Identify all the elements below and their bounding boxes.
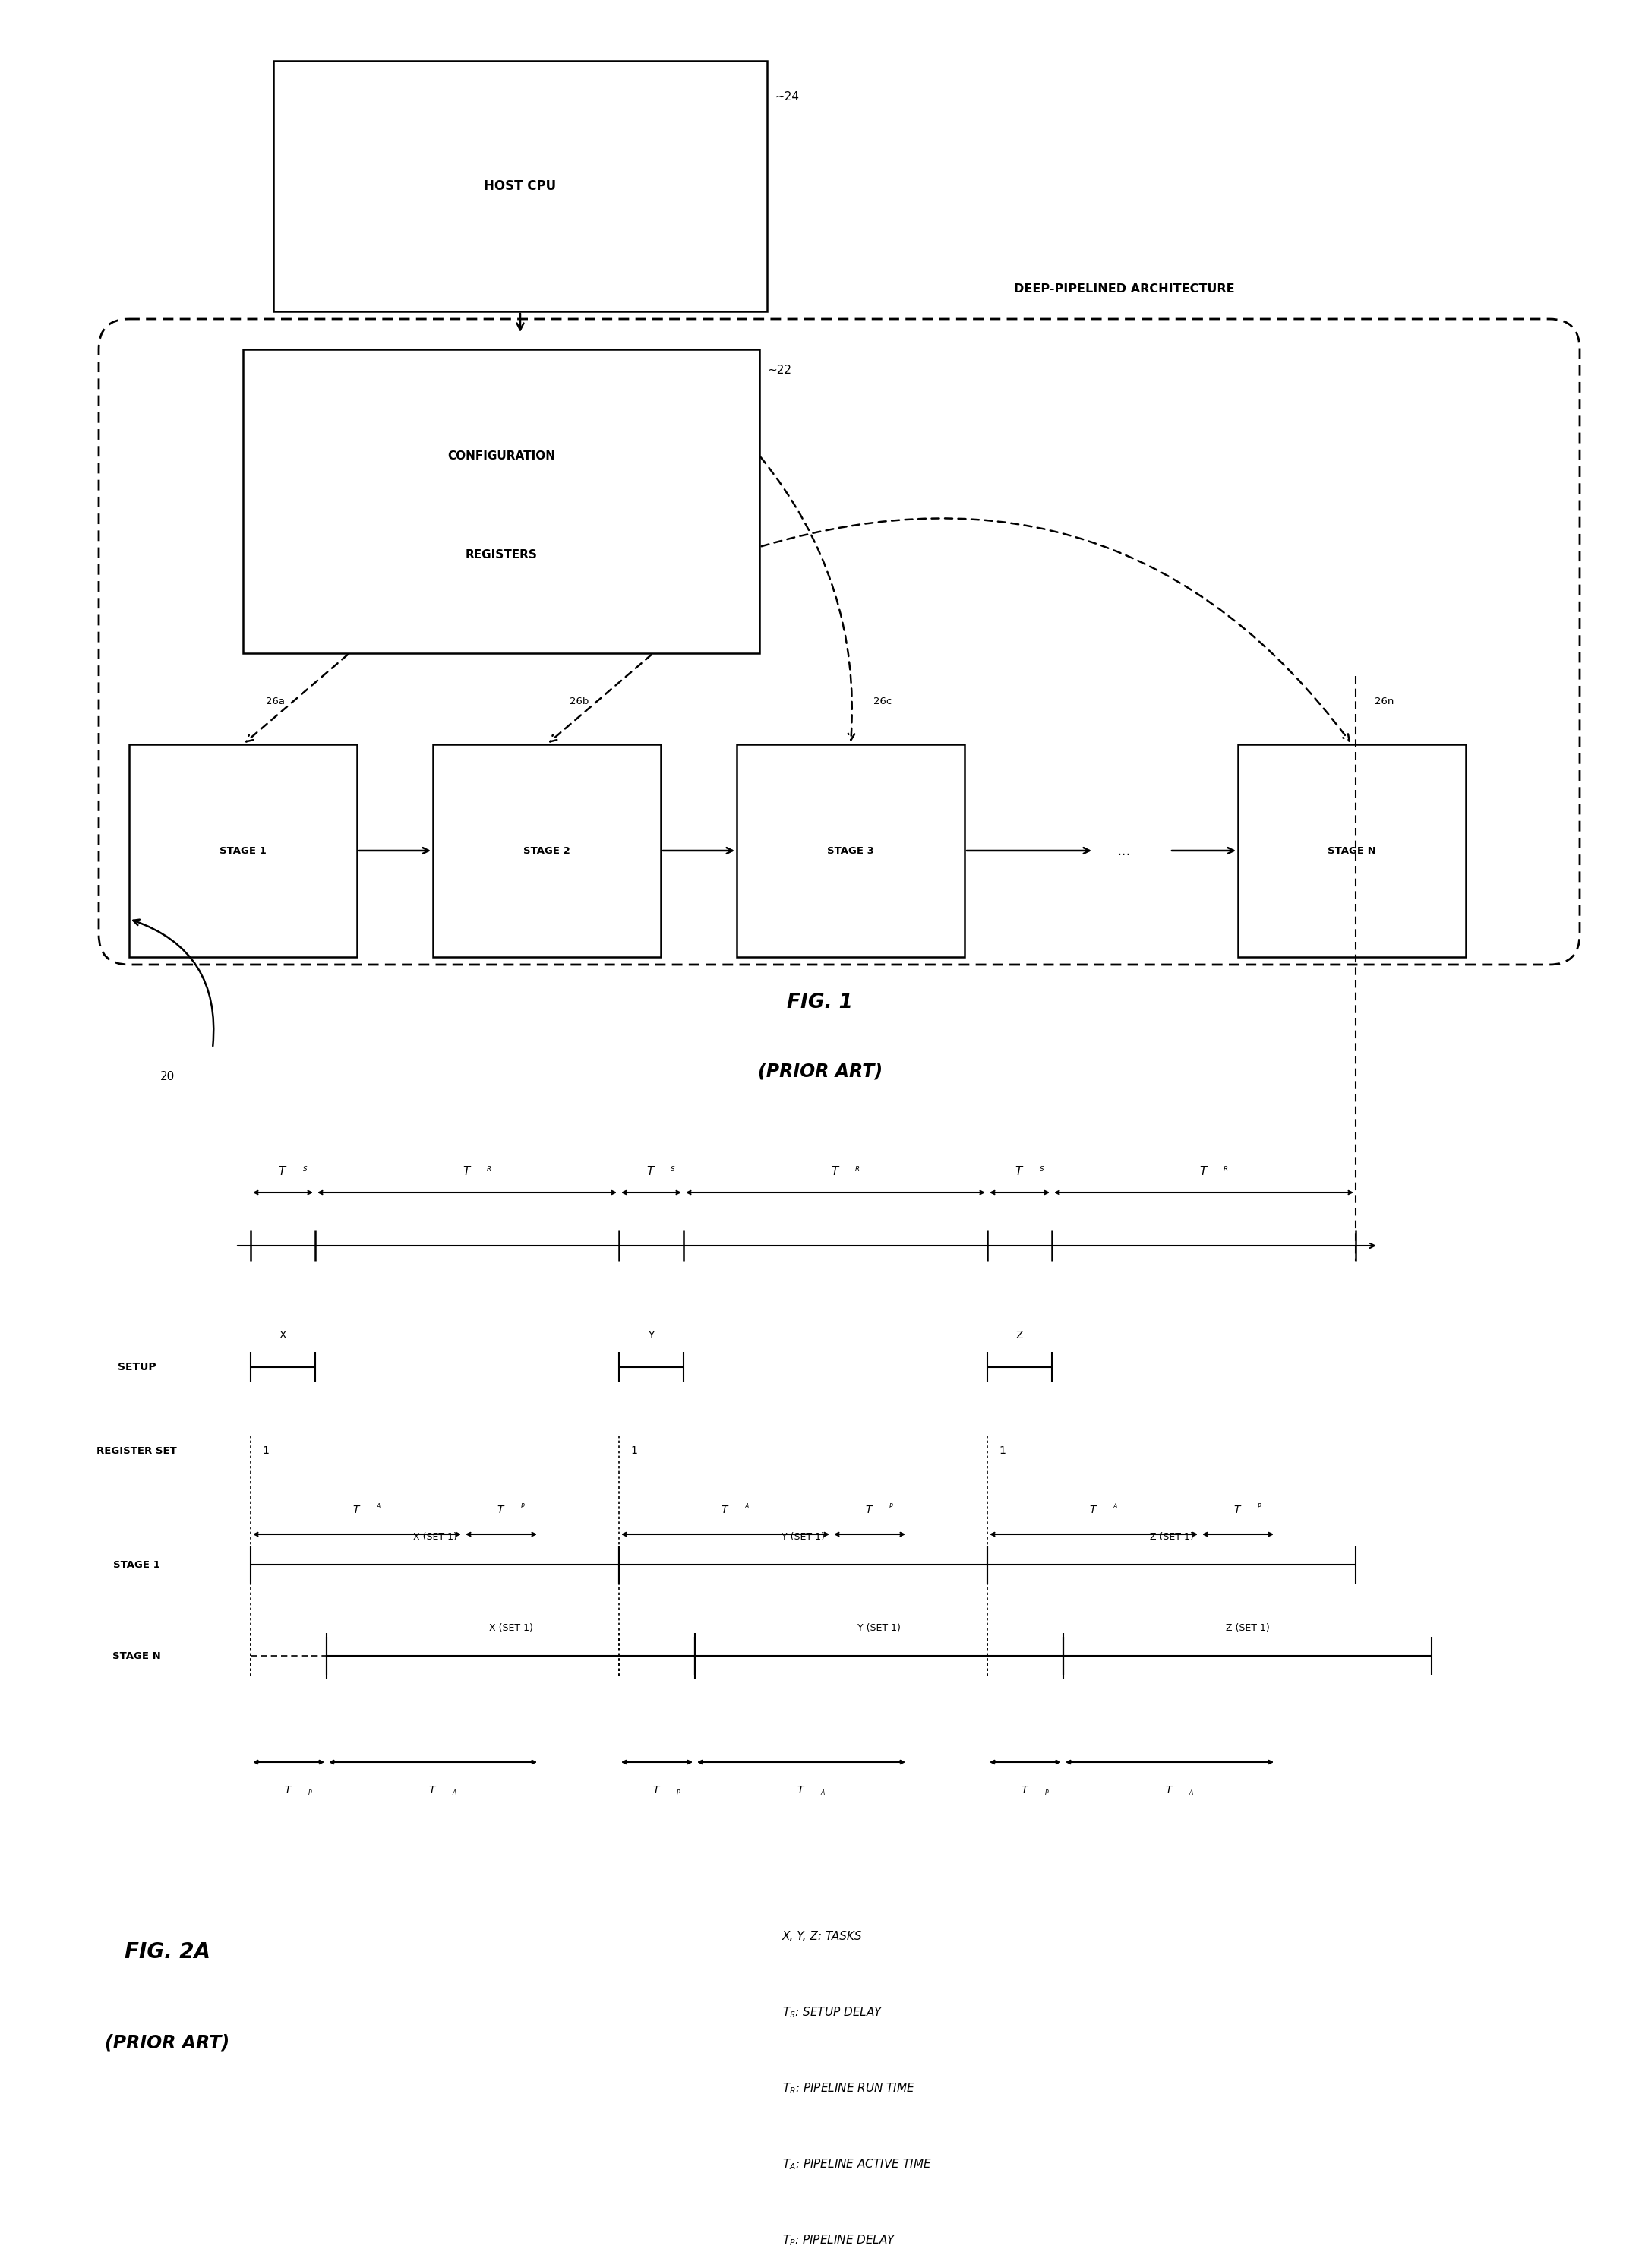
Text: 1: 1 bbox=[263, 1445, 269, 1456]
Text: X (SET 1): X (SET 1) bbox=[412, 1531, 456, 1542]
Text: STAGE N: STAGE N bbox=[113, 1651, 161, 1660]
Text: Y (SET 1): Y (SET 1) bbox=[857, 1624, 901, 1633]
FancyBboxPatch shape bbox=[243, 349, 760, 653]
Text: 26c: 26c bbox=[874, 696, 892, 705]
Text: 20: 20 bbox=[159, 1070, 174, 1082]
Text: $_R$: $_R$ bbox=[486, 1163, 491, 1173]
Text: SETUP: SETUP bbox=[118, 1361, 156, 1372]
FancyBboxPatch shape bbox=[1238, 744, 1466, 957]
FancyBboxPatch shape bbox=[274, 61, 767, 311]
Text: $_P$: $_P$ bbox=[521, 1501, 525, 1510]
Text: Y: Y bbox=[649, 1329, 655, 1340]
Text: STAGE N: STAGE N bbox=[1328, 846, 1376, 855]
Text: $_A$: $_A$ bbox=[1189, 1789, 1194, 1799]
Text: FIG. 2A: FIG. 2A bbox=[125, 1941, 210, 1962]
Text: DEEP-PIPELINED ARCHITECTURE: DEEP-PIPELINED ARCHITECTURE bbox=[1013, 284, 1235, 295]
Text: $T$: $T$ bbox=[353, 1504, 361, 1515]
Text: $_P$: $_P$ bbox=[307, 1789, 312, 1799]
Text: Z: Z bbox=[1016, 1329, 1023, 1340]
Text: REGISTERS: REGISTERS bbox=[465, 549, 537, 560]
Text: $T$: $T$ bbox=[1199, 1166, 1209, 1177]
Text: $T$: $T$ bbox=[652, 1785, 662, 1796]
Text: Z (SET 1): Z (SET 1) bbox=[1225, 1624, 1269, 1633]
Text: $T_R$: PIPELINE RUN TIME: $T_R$: PIPELINE RUN TIME bbox=[782, 2082, 915, 2096]
Text: Z (SET 1): Z (SET 1) bbox=[1149, 1531, 1194, 1542]
Text: $_P$: $_P$ bbox=[888, 1501, 893, 1510]
Text: $T$: $T$ bbox=[647, 1166, 655, 1177]
FancyBboxPatch shape bbox=[737, 744, 964, 957]
Text: CONFIGURATION: CONFIGURATION bbox=[447, 449, 555, 460]
Text: $T$: $T$ bbox=[277, 1166, 287, 1177]
Text: X (SET 1): X (SET 1) bbox=[489, 1624, 532, 1633]
Text: $_P$: $_P$ bbox=[677, 1789, 681, 1799]
Text: $_P$: $_P$ bbox=[1044, 1789, 1049, 1799]
FancyBboxPatch shape bbox=[433, 744, 660, 957]
Text: ...: ... bbox=[1117, 844, 1131, 857]
Text: $T$: $T$ bbox=[865, 1504, 874, 1515]
Text: X, Y, Z: TASKS: X, Y, Z: TASKS bbox=[782, 1930, 862, 1941]
Text: $_S$: $_S$ bbox=[1039, 1163, 1044, 1173]
Text: (PRIOR ART): (PRIOR ART) bbox=[759, 1061, 882, 1080]
Text: $T$: $T$ bbox=[498, 1504, 506, 1515]
Text: 1: 1 bbox=[631, 1445, 637, 1456]
Text: $T$: $T$ bbox=[796, 1785, 806, 1796]
Text: FIG. 1: FIG. 1 bbox=[787, 993, 854, 1012]
Text: $T$: $T$ bbox=[831, 1166, 841, 1177]
Text: $T$: $T$ bbox=[1233, 1504, 1243, 1515]
Text: X: X bbox=[279, 1329, 286, 1340]
Text: REGISTER SET: REGISTER SET bbox=[97, 1445, 177, 1456]
Text: $_R$: $_R$ bbox=[854, 1163, 860, 1173]
Text: $_A$: $_A$ bbox=[1113, 1501, 1118, 1510]
Text: $T$: $T$ bbox=[463, 1166, 471, 1177]
Text: $T$: $T$ bbox=[721, 1504, 729, 1515]
FancyBboxPatch shape bbox=[130, 744, 356, 957]
Text: $_A$: $_A$ bbox=[821, 1789, 826, 1799]
Text: HOST CPU: HOST CPU bbox=[484, 179, 557, 193]
Text: STAGE 3: STAGE 3 bbox=[828, 846, 874, 855]
Text: $_R$: $_R$ bbox=[1223, 1163, 1228, 1173]
Text: STAGE 1: STAGE 1 bbox=[113, 1560, 161, 1569]
Text: ∼22: ∼22 bbox=[767, 365, 791, 376]
Text: $_A$: $_A$ bbox=[376, 1501, 381, 1510]
Text: $T$: $T$ bbox=[284, 1785, 292, 1796]
Text: 26a: 26a bbox=[266, 696, 284, 705]
Text: $T$: $T$ bbox=[429, 1785, 437, 1796]
Text: $_S$: $_S$ bbox=[302, 1163, 307, 1173]
Text: $_S$: $_S$ bbox=[670, 1163, 677, 1173]
Text: STAGE 2: STAGE 2 bbox=[524, 846, 570, 855]
Text: $_P$: $_P$ bbox=[1256, 1501, 1263, 1510]
Text: $T_P$: PIPELINE DELAY: $T_P$: PIPELINE DELAY bbox=[782, 2234, 897, 2248]
Text: $T_A$: PIPELINE ACTIVE TIME: $T_A$: PIPELINE ACTIVE TIME bbox=[782, 2157, 931, 2173]
Text: (PRIOR ART): (PRIOR ART) bbox=[105, 2034, 230, 2053]
Text: $T$: $T$ bbox=[1021, 1785, 1030, 1796]
Text: $T$: $T$ bbox=[1089, 1504, 1098, 1515]
Text: STAGE 1: STAGE 1 bbox=[220, 846, 266, 855]
Text: Y (SET 1): Y (SET 1) bbox=[782, 1531, 824, 1542]
Text: $T_S$: SETUP DELAY: $T_S$: SETUP DELAY bbox=[782, 2005, 883, 2021]
Text: ∼24: ∼24 bbox=[775, 91, 800, 102]
Text: $_A$: $_A$ bbox=[744, 1501, 750, 1510]
Text: 26b: 26b bbox=[570, 696, 589, 705]
Text: 26n: 26n bbox=[1374, 696, 1394, 705]
Text: $T$: $T$ bbox=[1015, 1166, 1025, 1177]
Text: 1: 1 bbox=[998, 1445, 1005, 1456]
Text: $_A$: $_A$ bbox=[452, 1789, 458, 1799]
Text: $T$: $T$ bbox=[1166, 1785, 1174, 1796]
